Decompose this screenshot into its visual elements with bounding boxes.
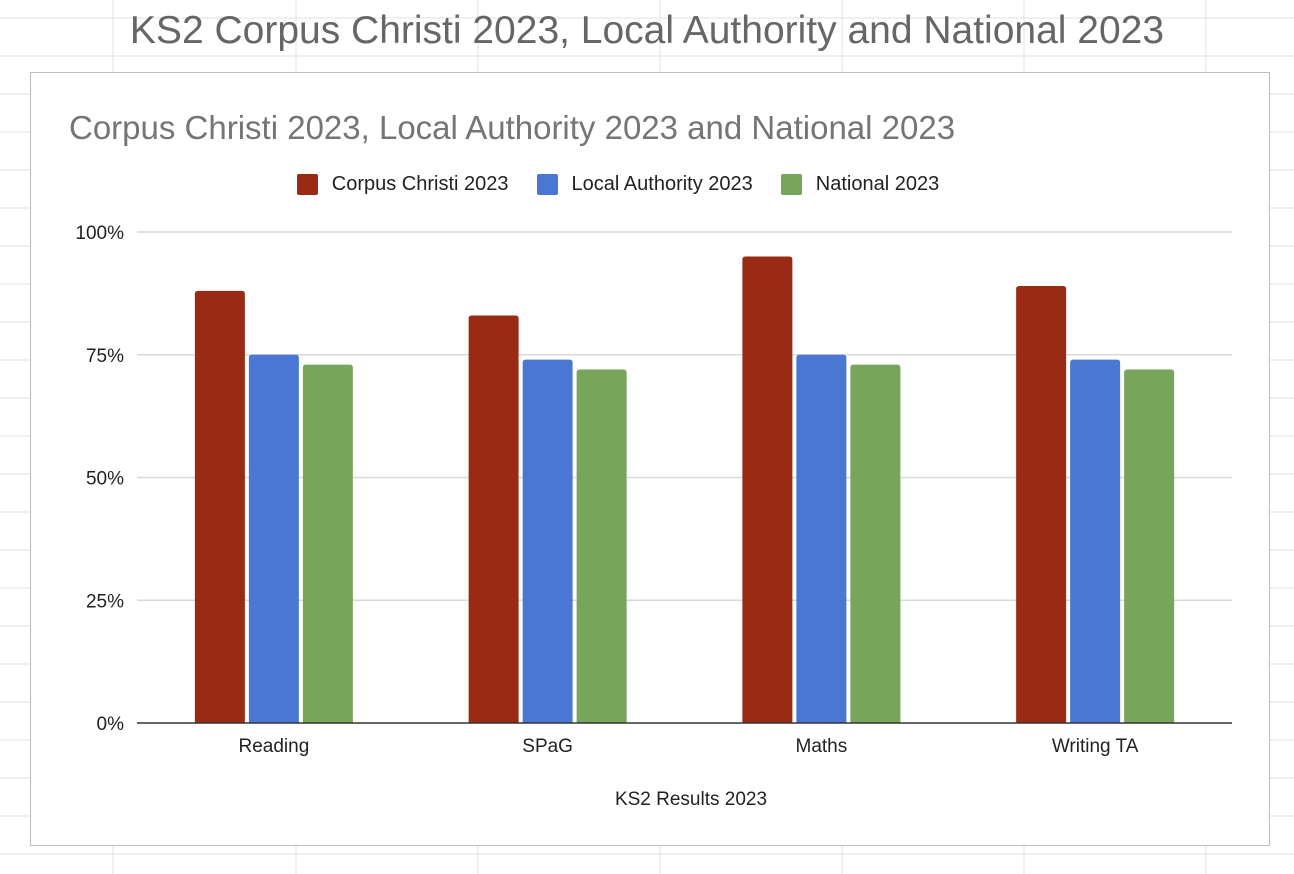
x-axis-label: KS2 Results 2023 (614, 789, 768, 810)
bar-national-2023-maths[interactable] (850, 364, 901, 723)
legend-label-corpus-christi: Corpus Christi 2023 (331, 173, 509, 195)
chart-title: Corpus Christi 2023, Local Authority 202… (69, 109, 956, 146)
bar-national-2023-writing-ta[interactable] (1124, 369, 1175, 723)
chart-legend: Corpus Christi 2023 Local Authority 2023… (0, 173, 1237, 196)
bar-local-authority-2023-spag[interactable] (522, 359, 573, 723)
sheet-title: KS2 Corpus Christi 2023, Local Authority… (129, 9, 1165, 52)
bar-corpus-christi-2023-spag[interactable] (468, 315, 519, 723)
x-tick-label: Writing TA (1052, 736, 1139, 757)
bar-corpus-christi-2023-writing-ta[interactable] (1016, 286, 1067, 723)
bar-national-2023-spag[interactable] (576, 369, 627, 723)
bar-local-authority-2023-writing-ta[interactable] (1070, 359, 1121, 723)
legend-label-local-authority: Local Authority 2023 (571, 173, 753, 195)
bar-corpus-christi-2023-maths[interactable] (742, 256, 793, 723)
legend-swatch-local-authority (536, 174, 558, 195)
legend-item-corpus-christi: Corpus Christi 2023 (296, 173, 509, 196)
y-tick-label: 25% (86, 591, 124, 612)
x-tick-label: Maths (796, 736, 848, 757)
y-tick-label: 75% (86, 346, 124, 367)
bar-local-authority-2023-maths[interactable] (796, 354, 847, 723)
legend-swatch-national (780, 174, 802, 195)
y-tick-label: 50% (86, 469, 124, 490)
x-tick-label: Reading (238, 736, 309, 757)
bar-corpus-christi-2023-reading[interactable] (194, 290, 245, 723)
legend-item-local-authority: Local Authority 2023 (536, 173, 753, 196)
y-tick-label: 100% (75, 223, 124, 244)
bar-local-authority-2023-reading[interactable] (248, 354, 299, 723)
bar-national-2023-reading[interactable] (302, 364, 353, 723)
bar-plot: 0% 25% 50% 75% 100% Reading SPaG Maths Writing T… (75, 223, 1232, 757)
y-tick-label: 0% (97, 714, 125, 735)
legend-label-national: National 2023 (815, 173, 940, 195)
legend-swatch-corpus-christi (296, 174, 318, 195)
legend-item-national: National 2023 (780, 173, 940, 196)
chart-container[interactable]: Corpus Christi 2023, Local Authority 202… (30, 72, 1270, 846)
x-tick-label: SPaG (522, 736, 573, 757)
